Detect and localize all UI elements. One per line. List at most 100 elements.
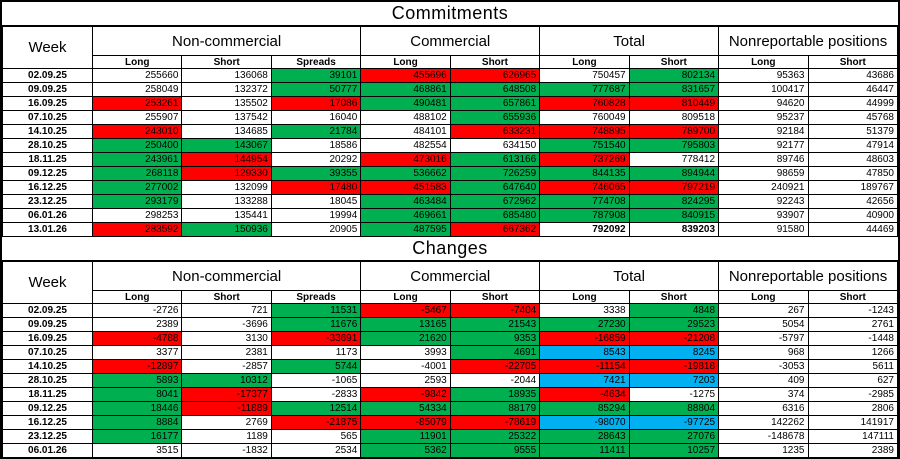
value-cell: 255907 (91, 110, 183, 125)
week-cell: 28.10.25 (2, 373, 93, 388)
value-cell: 40900 (807, 208, 898, 223)
value-cell: 9555 (449, 443, 541, 457)
value-cell: 721 (181, 303, 272, 318)
value-cell: 39101 (270, 68, 362, 83)
value-cell: -16859 (539, 331, 630, 346)
value-cell: 797219 (628, 180, 720, 195)
week-cell: 09.09.25 (2, 317, 93, 332)
value-cell: 141917 (807, 415, 898, 430)
table-row: 09.09.25 2389 -3696 11676 13165 21543 27230 295… (2, 317, 898, 332)
value-cell: 802134 (628, 68, 720, 83)
week-cell: 18.11.25 (2, 152, 93, 167)
value-cell: -5797 (718, 331, 809, 346)
week-cell: 23.12.25 (2, 194, 93, 209)
value-cell: 11676 (270, 317, 362, 332)
value-cell: -5467 (360, 303, 451, 318)
value-cell: 27076 (628, 429, 720, 444)
value-cell: -21208 (628, 331, 720, 346)
value-cell: 258049 (91, 82, 183, 97)
week-cell: 16.12.25 (2, 415, 93, 430)
value-cell: 840915 (628, 208, 720, 223)
value-cell: -2985 (807, 387, 898, 402)
value-cell: -22705 (449, 359, 541, 374)
value-cell: 92243 (718, 194, 809, 209)
value-cell: 760828 (539, 96, 630, 111)
value-cell: 750457 (539, 68, 630, 83)
table-row: 06.01.26 3515 -1832 2534 5362 9555 11411 10257 1… (2, 443, 898, 457)
value-cell: 147111 (807, 429, 898, 444)
week-cell: 09.09.25 (2, 82, 93, 97)
value-cell: 100417 (718, 82, 809, 97)
column-header-long: Long (91, 55, 183, 69)
value-cell: 85294 (539, 401, 630, 416)
value-cell: 5893 (91, 373, 183, 388)
group-header-total: Total (539, 261, 720, 291)
value-cell: 760049 (539, 110, 630, 125)
value-cell: -7404 (449, 303, 541, 318)
value-cell: -21875 (270, 415, 362, 430)
value-cell: -11154 (539, 359, 630, 374)
value-cell: 655936 (449, 110, 541, 125)
value-cell: 21784 (270, 124, 362, 139)
table-row: 18.11.25 243961 144954 20292 473016 613166 737… (2, 152, 898, 167)
value-cell: 189767 (807, 180, 898, 195)
value-cell: 685480 (449, 208, 541, 223)
value-cell: 283592 (91, 222, 183, 237)
value-cell: 487595 (360, 222, 451, 237)
value-cell: 795803 (628, 138, 720, 153)
value-cell: 48603 (807, 152, 898, 167)
week-header: Week (2, 26, 93, 69)
table-row: 16.12.25 8884 2769 -21875 -85079 -78619 -98070… (2, 415, 898, 430)
group-header-nonreportable-positions: Nonreportable positions (718, 261, 898, 291)
value-cell: 133288 (181, 194, 272, 209)
column-header-short: Short (807, 290, 898, 304)
value-cell: 93907 (718, 208, 809, 223)
value-cell: 809518 (628, 110, 720, 125)
value-cell: 451583 (360, 180, 451, 195)
value-cell: 468861 (360, 82, 451, 97)
column-header-short: Short (628, 55, 720, 69)
value-cell: -97725 (628, 415, 720, 430)
value-cell: -1065 (270, 373, 362, 388)
group-header-commercial: Commercial (360, 26, 541, 56)
table-row: 16.09.25 253261 135502 17086 490481 657861 760… (2, 96, 898, 111)
week-cell: 16.09.25 (2, 331, 93, 346)
value-cell: 29523 (628, 317, 720, 332)
table-row: 02.09.25 255660 136068 39101 455696 626965 750… (2, 68, 898, 83)
value-cell: 1266 (807, 345, 898, 360)
value-cell: 91580 (718, 222, 809, 237)
value-cell: 8884 (91, 415, 183, 430)
value-cell: 17086 (270, 96, 362, 111)
week-header: Week (2, 261, 93, 304)
value-cell: 792092 (539, 222, 630, 237)
week-cell: 09.12.25 (2, 166, 93, 181)
column-header-long: Long (91, 290, 183, 304)
value-cell: 27230 (539, 317, 630, 332)
value-cell: -9842 (360, 387, 451, 402)
value-cell: 47850 (807, 166, 898, 181)
value-cell: 789700 (628, 124, 720, 139)
value-cell: 463484 (360, 194, 451, 209)
value-cell: 16040 (270, 110, 362, 125)
week-cell: 07.10.25 (2, 110, 93, 125)
value-cell: 2389 (807, 443, 898, 457)
value-cell: 1189 (181, 429, 272, 444)
value-cell: 831657 (628, 82, 720, 97)
value-cell: 3338 (539, 303, 630, 318)
value-cell: 255660 (91, 68, 183, 83)
value-cell: 51379 (807, 124, 898, 139)
value-cell: 88179 (449, 401, 541, 416)
column-header-short: Short (449, 55, 541, 69)
value-cell: 484101 (360, 124, 451, 139)
value-cell: 18586 (270, 138, 362, 153)
value-cell: 277002 (91, 180, 183, 195)
value-cell: 748895 (539, 124, 630, 139)
value-cell: 92184 (718, 124, 809, 139)
value-cell: 240921 (718, 180, 809, 195)
value-cell: 20292 (270, 152, 362, 167)
value-cell: 894944 (628, 166, 720, 181)
week-cell: 06.01.26 (2, 208, 93, 223)
value-cell: 2381 (181, 345, 272, 360)
value-cell: 839203 (628, 222, 720, 237)
value-cell: 94620 (718, 96, 809, 111)
